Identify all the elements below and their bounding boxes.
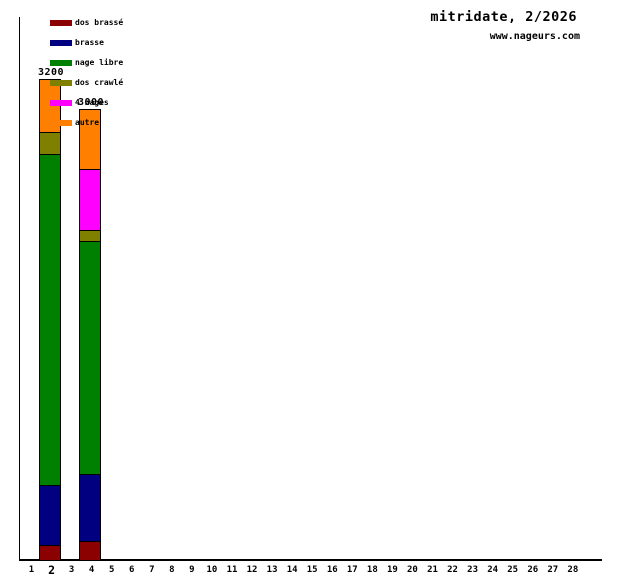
site-url-label: www.nageurs.com: [489, 31, 580, 42]
bar-day2-segment-dos-crawl: [39, 132, 61, 155]
x-axis-label-day-9: 9: [189, 565, 195, 575]
x-axis-label-day-21: 21: [427, 565, 438, 575]
x-axis-label-day-1: 1: [28, 565, 35, 575]
x-axis-label-day-23: 23: [467, 565, 479, 575]
legend-label-dos-crawl: dos crawlé: [75, 78, 124, 87]
x-axis-label-day-17: 17: [346, 565, 358, 575]
x-axis-label-day-8: 8: [169, 565, 175, 575]
bar-day4-segment-dos-crawl: [79, 230, 101, 242]
bar-day4-segment-brasse: [79, 474, 101, 542]
bar-day2-segment-dos-brass: [39, 545, 61, 561]
bar-day2-total-label: 3200: [38, 67, 65, 78]
x-axis-label-day-25: 25: [507, 565, 519, 575]
x-axis-label-day-19: 19: [386, 565, 398, 575]
x-axis-label-day-16: 16: [326, 565, 338, 575]
legend-label-brasse: brasse: [75, 38, 104, 47]
x-axis-label-day-12: 12: [246, 565, 258, 575]
legend-swatch-4-nages: [50, 100, 72, 106]
bar-day2-segment-brasse: [39, 485, 61, 546]
x-axis-label-day-14: 14: [286, 565, 298, 575]
legend-label-nage-libre: nage libre: [75, 58, 124, 67]
legend-label-autre: autre: [75, 118, 100, 127]
legend-label-4-nages: 4 nages: [75, 98, 109, 107]
y-axis-line: [19, 17, 20, 560]
x-axis-label-day-26: 26: [527, 565, 539, 575]
x-axis-label-day-7: 7: [149, 565, 155, 575]
bar-day4-segment-dos-brass: [79, 541, 101, 561]
x-axis-label-day-2: 2: [48, 563, 56, 577]
chart-title: mitridate, 2/2026: [430, 9, 577, 25]
x-axis-line: [19, 559, 602, 561]
bar-day2-segment-autre: [39, 79, 61, 133]
x-axis-label-day-10: 10: [206, 565, 218, 575]
legend-swatch-dos-brass: [50, 20, 72, 26]
bar-day4-total-label: 3000: [78, 97, 105, 108]
x-axis-label-day-18: 18: [366, 565, 378, 575]
x-axis-label-day-6: 6: [129, 565, 135, 575]
x-axis-label-day-24: 24: [487, 565, 499, 575]
x-axis-label-day-15: 15: [306, 565, 318, 575]
x-axis-label-day-4: 4: [88, 565, 95, 575]
legend-label-dos-brass: dos brassé: [75, 18, 124, 27]
legend-swatch-nage-libre: [50, 60, 72, 66]
bar-day4-segment-nage-libre: [79, 241, 101, 475]
bar-day4-segment-autre: [79, 109, 101, 170]
bar-day2-segment-nage-libre: [39, 154, 61, 486]
x-axis-label-day-27: 27: [547, 565, 559, 575]
x-axis-label-day-28: 28: [567, 565, 579, 575]
legend-swatch-dos-crawl: [50, 80, 72, 86]
x-axis-label-day-3: 3: [68, 565, 75, 575]
x-axis-label-day-20: 20: [407, 565, 418, 575]
x-axis-label-day-11: 11: [226, 565, 238, 575]
x-axis-label-day-22: 22: [447, 565, 458, 575]
bar-day4-segment-4-nages: [79, 169, 101, 231]
x-axis-label-day-5: 5: [108, 565, 115, 575]
legend-swatch-autre: [50, 120, 72, 126]
x-axis-label-day-13: 13: [266, 565, 278, 575]
legend-swatch-brasse: [50, 40, 72, 46]
